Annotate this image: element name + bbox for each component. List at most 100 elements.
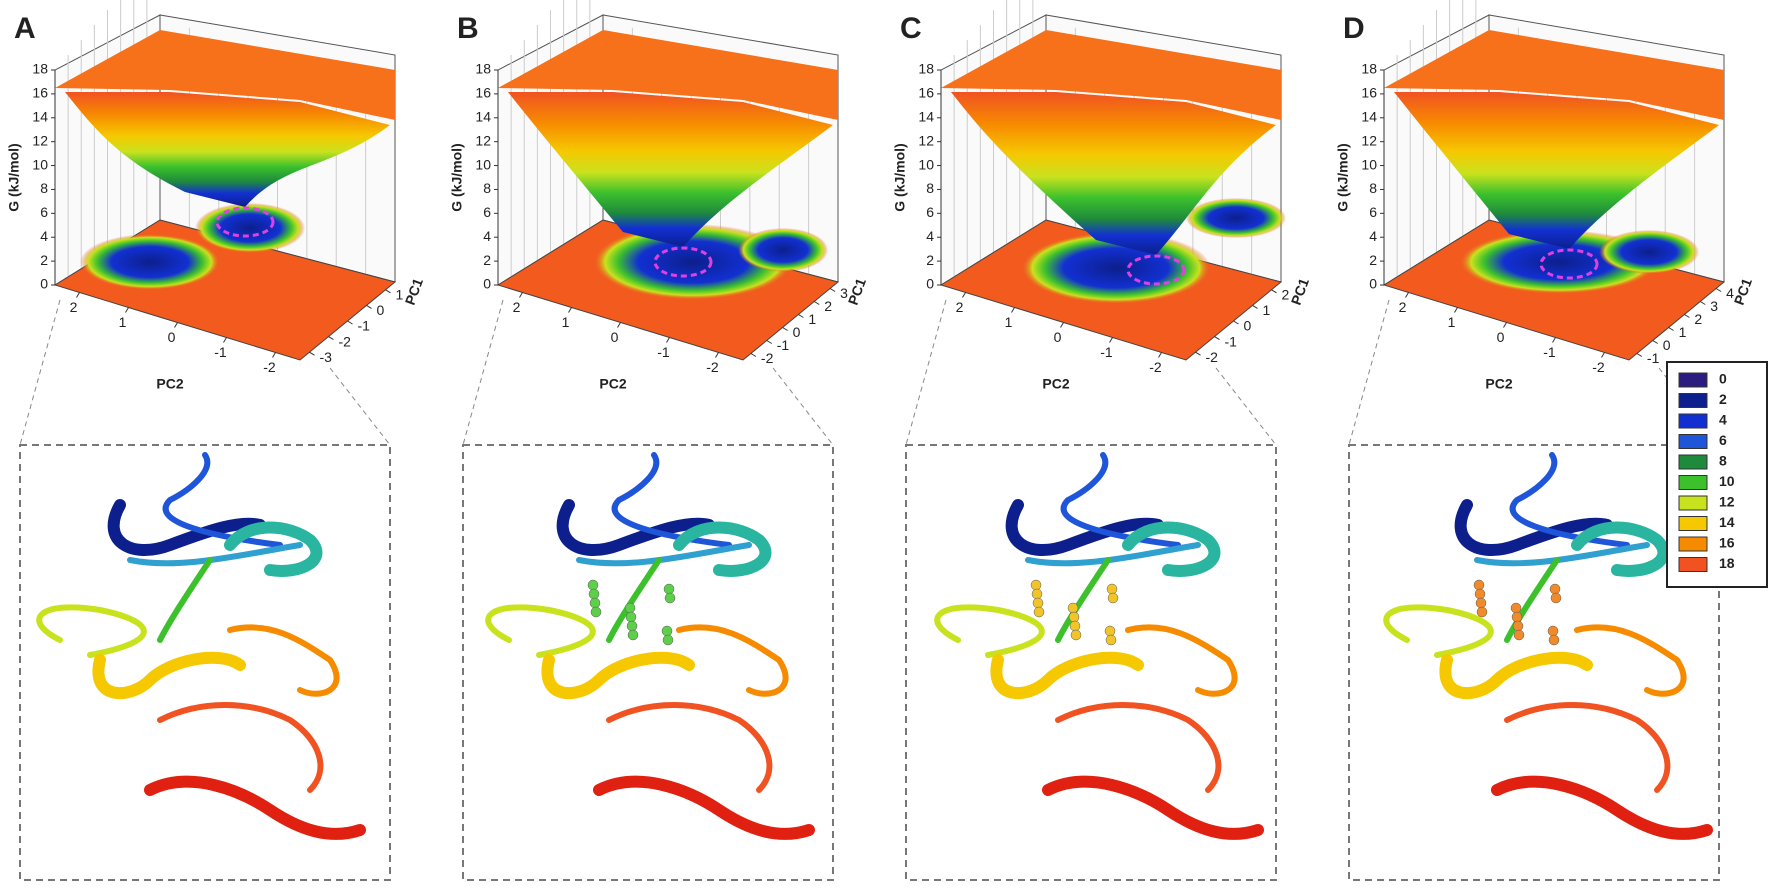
panel-label: A [14, 12, 36, 45]
pc2-tick-label: -1 [657, 344, 670, 360]
pc2-tick [568, 307, 572, 313]
z-tick-label: 10 [1361, 156, 1377, 172]
z-tick-label: 2 [483, 252, 491, 268]
ligand-atom [1512, 620, 1524, 632]
pc2-tick [1011, 307, 1015, 313]
structure-box [905, 444, 1277, 881]
ligand-atom [1070, 629, 1082, 641]
protein-ribbon [157, 702, 324, 793]
z-tick-label: 18 [918, 61, 934, 77]
legend-label: 8 [1719, 453, 1727, 469]
z-tick-label: 14 [475, 108, 491, 124]
z-tick-label: 2 [40, 252, 48, 268]
protein-ribbon [673, 521, 772, 577]
pc2-tick-label: 1 [1005, 314, 1013, 330]
funnel-surface [951, 92, 1276, 255]
pc1-tick-label: 1 [1263, 302, 1271, 318]
ligand-atom [1104, 625, 1116, 637]
protein-ribbon [162, 452, 283, 548]
protein-ribbon [1060, 452, 1181, 548]
z-tick-label: 8 [1369, 180, 1377, 196]
pc2-tick-label: 1 [1448, 314, 1456, 330]
legend-label: 4 [1719, 412, 1727, 428]
pc2-tick [617, 322, 621, 328]
ligand-atom [1548, 634, 1560, 646]
z-tick-label: 12 [918, 132, 934, 148]
pc2-tick-label: 0 [168, 329, 176, 345]
pc1-axis-label: PC1 [402, 276, 426, 307]
ligand-atom [1107, 592, 1119, 604]
pc1-tick [829, 288, 836, 292]
pc1-axis-label: PC1 [845, 276, 869, 307]
pc1-tick [1233, 320, 1239, 325]
pc1-tick-label: -2 [1206, 349, 1219, 365]
legend-swatch [1678, 536, 1708, 552]
pc1-tick [798, 314, 804, 318]
protein-ribbon [1571, 521, 1670, 577]
pc2-tick [223, 337, 227, 343]
z-tick-label: 14 [1361, 108, 1377, 124]
ligand-atom [1547, 625, 1559, 637]
ligand-atom [624, 602, 636, 614]
pc1-tick-label: 0 [1663, 337, 1671, 353]
pc1-tick-label: 2 [1282, 287, 1290, 303]
minimum-marker [215, 206, 275, 238]
pc2-tick [666, 337, 670, 343]
ligand-atom [1510, 602, 1522, 614]
z-axis-label: G (kJ/mol) [6, 143, 22, 211]
legend-label: 18 [1719, 555, 1735, 571]
protein-ribbon [1504, 702, 1671, 793]
pc1-tick [1252, 304, 1258, 309]
pc1-tick [1668, 327, 1674, 331]
pc1-tick [328, 336, 334, 341]
pc2-tick-label: -2 [263, 359, 276, 375]
ligand-atom [664, 592, 676, 604]
z-tick-label: 0 [40, 276, 48, 292]
pc1-tick-label: 0 [377, 302, 385, 318]
pc2-tick [1503, 322, 1507, 328]
pc2-tick [1109, 337, 1113, 343]
ligand-atom [1513, 629, 1525, 641]
plateau [55, 30, 395, 120]
pc2-tick [715, 352, 719, 358]
protein-ribbon [224, 521, 323, 577]
z-tick-label: 8 [926, 180, 934, 196]
pc1-tick-label: -3 [320, 349, 333, 365]
legend-label: 2 [1719, 391, 1727, 407]
z-tick-label: 12 [32, 132, 48, 148]
protein-ribbon [144, 775, 366, 840]
z-tick-label: 12 [1361, 132, 1377, 148]
protein-ribbon [1439, 651, 1593, 699]
funnel-surface [1394, 92, 1719, 249]
structure-box [1348, 444, 1720, 881]
ligand-atom [663, 583, 675, 595]
structure-box [462, 444, 834, 881]
protein-ribbon [1042, 775, 1264, 840]
pc1-tick [766, 340, 773, 344]
z-axis-label: G (kJ/mol) [449, 143, 465, 211]
ligand-atom [1032, 597, 1044, 609]
ligand-atom [662, 634, 674, 646]
protein-ribbon [107, 499, 266, 556]
legend-swatch [1678, 475, 1708, 490]
pc1-tick-label: 0 [793, 324, 801, 340]
basin [1599, 230, 1699, 274]
protein-ribbon [1454, 499, 1613, 556]
pc1-tick [1195, 351, 1201, 356]
pc2-tick-label: -1 [1100, 344, 1113, 360]
protein-ribbon [92, 651, 246, 699]
z-tick-label: 12 [475, 132, 491, 148]
ligand-atom [1031, 588, 1043, 600]
minimum-marker [1126, 254, 1186, 286]
z-tick-label: 16 [475, 85, 491, 101]
z-tick-label: 16 [32, 85, 48, 101]
protein-ribbon [227, 624, 340, 697]
z-tick-label: 2 [926, 252, 934, 268]
z-tick-label: 6 [40, 204, 48, 220]
z-tick-label: 2 [1369, 252, 1377, 268]
pc1-tick [782, 327, 788, 331]
pc2-tick [272, 352, 276, 358]
